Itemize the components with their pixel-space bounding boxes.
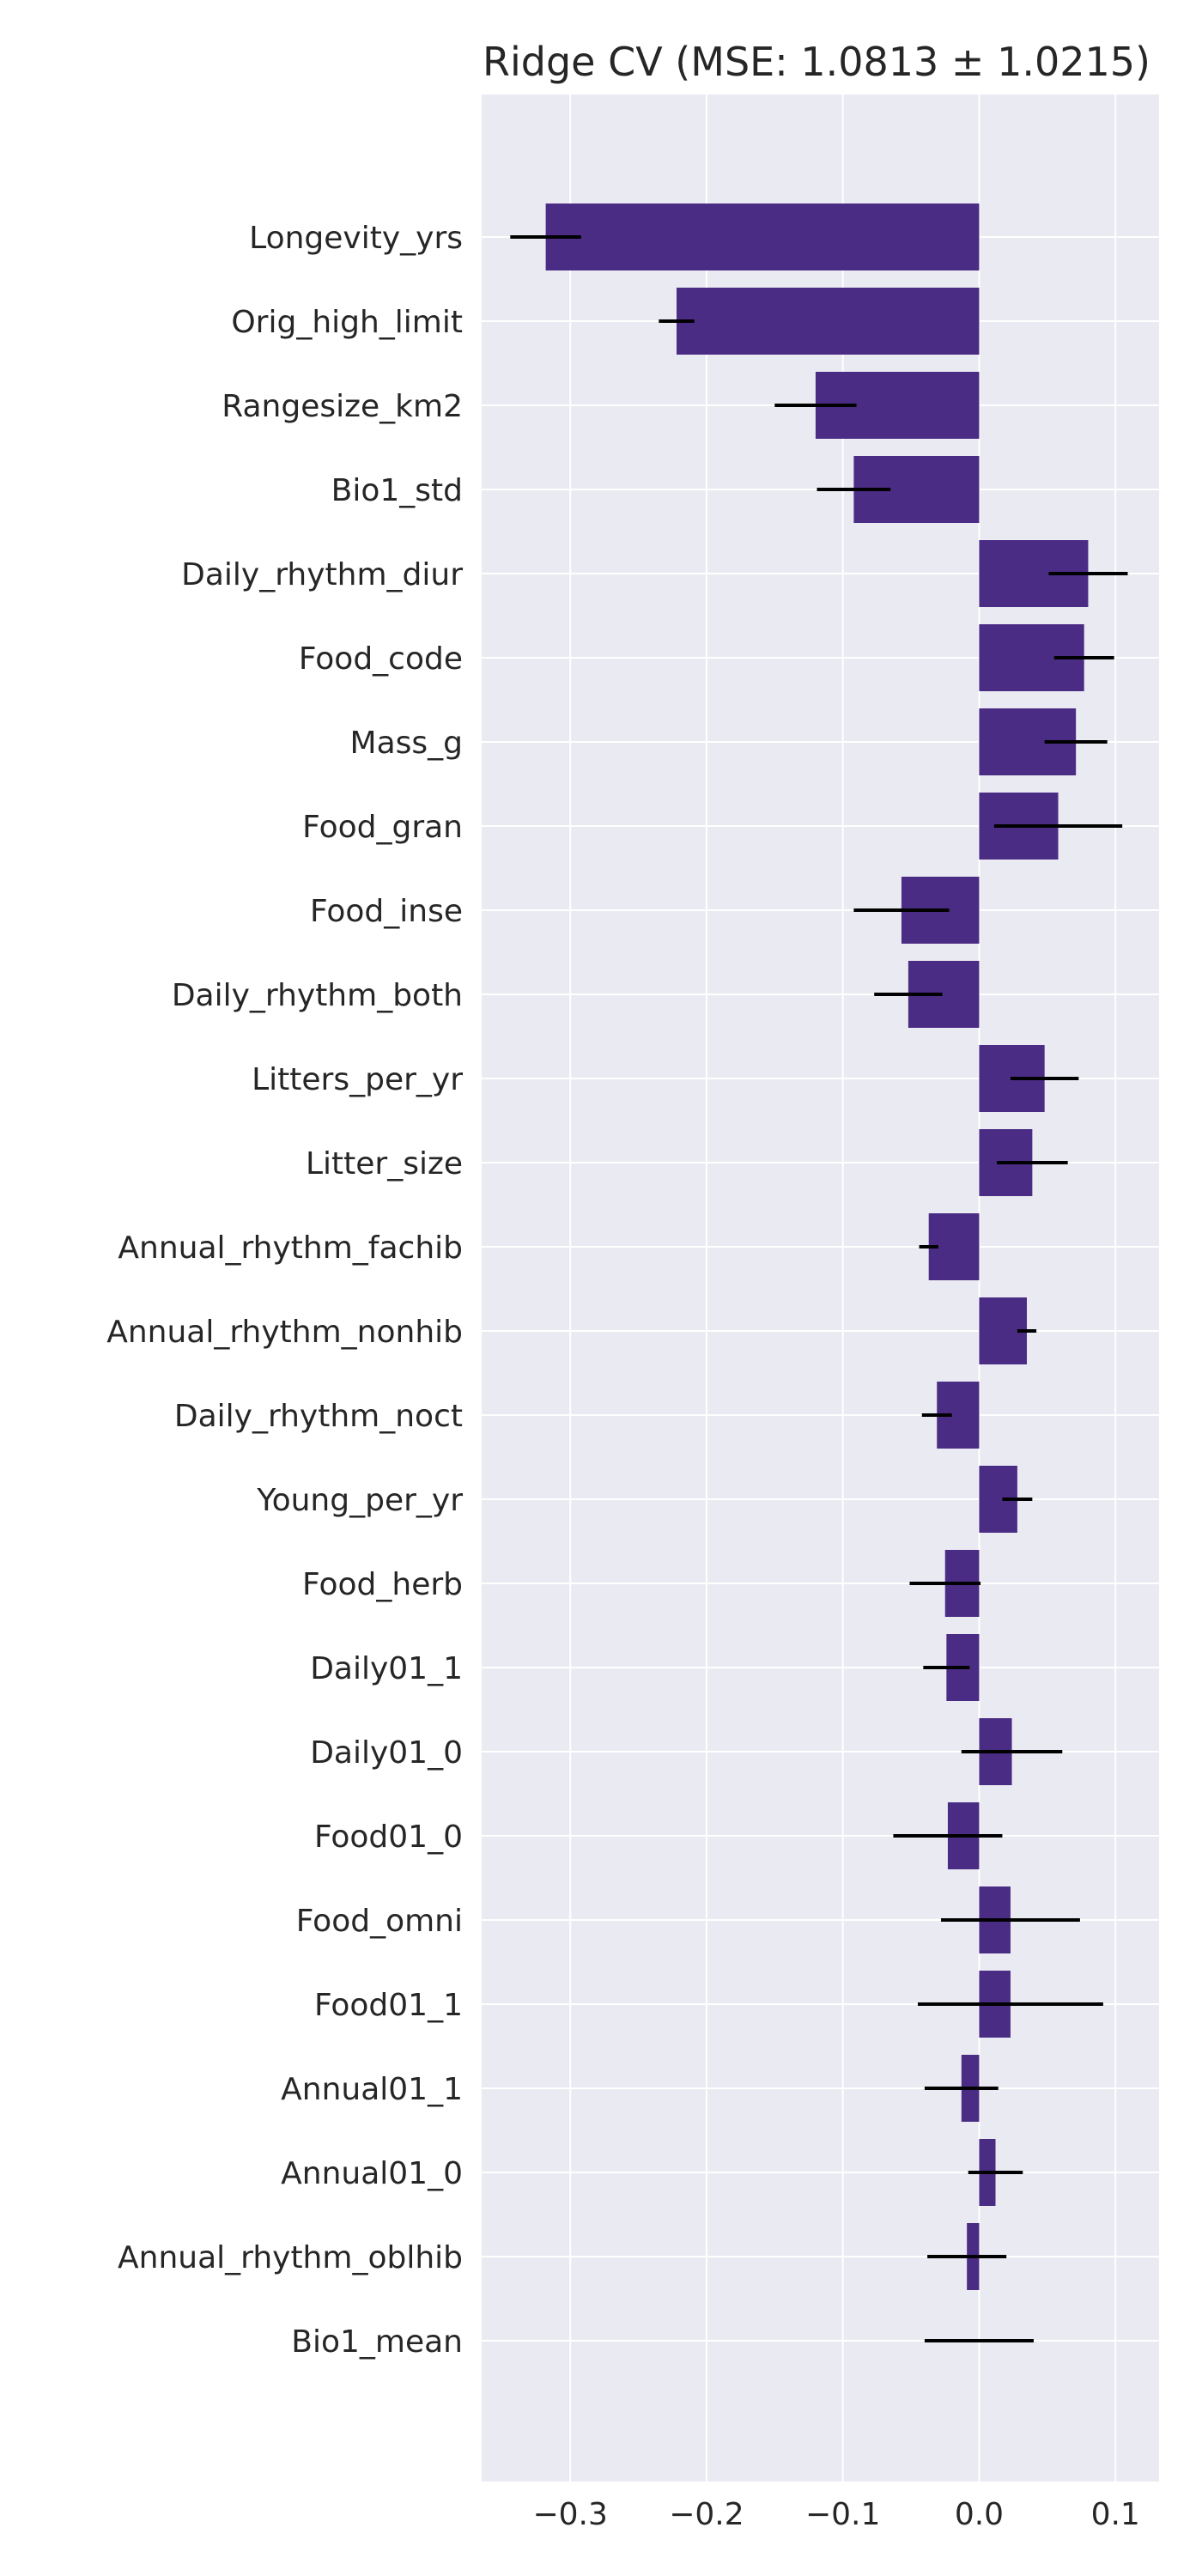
category-label: Bio1_mean [291,2324,463,2360]
category-label: Food_gran [302,810,463,845]
x-axis-ticks: −0.3 −0.2 −0.1 0.0 0.1 [532,2497,1139,2532]
category-label: Food01_0 [314,1820,463,1855]
category-label: Young_per_yr [256,1483,463,1518]
x-tick-label: −0.3 [532,2497,607,2532]
bar [677,288,980,355]
category-label: Food_inse [310,894,463,929]
category-label: Food01_1 [314,1988,463,2023]
category-label: Annual_rhythm_oblhib [118,2240,463,2275]
category-label: Annual_rhythm_fachib [118,1230,463,1266]
chart-title: Ridge CV (MSE: 1.0813 ± 1.0215) [483,39,1150,85]
error-bars [510,235,1128,2342]
category-label: Daily_rhythm_both [172,978,463,1013]
category-label: Annual01_1 [281,2072,463,2107]
x-tick-label: 0.0 [955,2497,1004,2532]
category-label: Bio1_std [331,473,463,508]
category-label: Litter_size [306,1146,463,1182]
category-label: Food_omni [296,1904,463,1939]
x-tick-label: −0.1 [805,2497,880,2532]
category-label: Longevity_yrs [249,221,463,256]
x-tick-label: 0.1 [1091,2497,1140,2532]
category-label: Food_herb [302,1567,463,1602]
category-label: Food_code [299,641,463,677]
category-label: Daily_rhythm_noct [174,1399,463,1434]
category-label: Litters_per_yr [252,1062,463,1097]
bar [545,204,980,270]
category-label: Mass_g [350,726,463,761]
category-label: Daily_rhythm_diur [181,557,463,592]
x-tick-label: −0.2 [669,2497,744,2532]
category-label: Annual_rhythm_nonhib [106,1315,463,1350]
category-label: Daily01_0 [310,1735,463,1771]
plot-area [482,94,1159,2482]
category-label: Daily01_1 [310,1651,463,1686]
category-label: Annual01_0 [281,2156,463,2191]
category-label: Rangesize_km2 [222,389,463,424]
category-label: Orig_high_limit [231,305,463,340]
category-labels: Longevity_yrs Orig_high_limit Rangesize_km… [106,221,463,2360]
